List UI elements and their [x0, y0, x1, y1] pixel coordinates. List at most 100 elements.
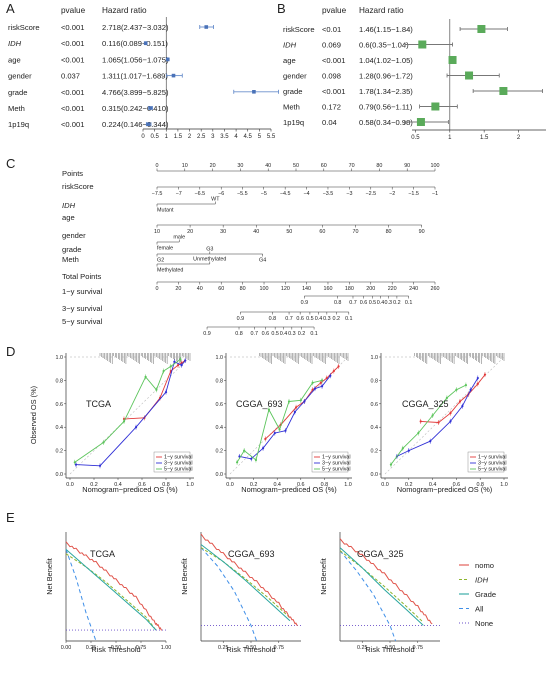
- pvalue-header: pvalue: [322, 6, 347, 15]
- nomo-tick-label-total-points-0: 0: [156, 286, 159, 292]
- nomo-level-gender-male: male: [173, 235, 185, 241]
- nomo-level-meth-methylated: Methylated: [157, 268, 183, 274]
- x-tick-label-0: 0.25: [357, 645, 368, 651]
- nomo-tick-label-points-2: 20: [210, 163, 216, 169]
- x-tick-label-7: 3.5: [220, 134, 229, 140]
- nomo-tick-label-3-y-survival-4: 0.5: [306, 316, 314, 322]
- y-tick-label-1: 0.2: [371, 449, 379, 455]
- x-tick-label-2: 0.4: [429, 482, 437, 488]
- nomo-tick-label-total-points-7: 140: [302, 286, 311, 292]
- curve-nomo: [200, 533, 298, 626]
- hr-point-age: [165, 57, 170, 62]
- x-tick-label-11: 5.5: [267, 134, 276, 140]
- nomo-tick-label-points-5: 50: [293, 163, 299, 169]
- x-tick-label-3: 0.75: [136, 645, 147, 651]
- x-tick-label-0: 0.0: [226, 482, 234, 488]
- nomo-tick-label-riskscore-0: −7.5: [152, 191, 163, 197]
- pvalue-idh: 0.069: [322, 41, 341, 50]
- nomo-label-idh: IDH: [62, 201, 76, 210]
- nomo-label-total-points: Total Points: [62, 272, 101, 281]
- y-tick-label-2: 0.4: [56, 425, 64, 431]
- row-label-meth: Meth: [8, 104, 25, 113]
- x-tick-label-0: 0.5: [411, 135, 420, 141]
- nomo-tick-label-riskscore-2: −6.5: [194, 191, 205, 197]
- pvalue-grade: <0.001: [322, 87, 345, 96]
- nomo-tick-label-1-y-survival-5: 0.4: [377, 300, 385, 306]
- x-tick-label-1: 0.50: [246, 645, 257, 651]
- nomo-tick-label-points-3: 30: [237, 163, 243, 169]
- legend-label-3-y-survival: 3−y survival: [478, 461, 507, 467]
- x-tick-label-0: 0.25: [218, 645, 229, 651]
- nomo-tick-label-3-y-survival-6: 0.3: [323, 316, 331, 322]
- nomo-tick-label-1-y-survival-7: 0.2: [393, 300, 401, 306]
- x-axis-label: Nomogram−prediced OS (%): [82, 485, 178, 494]
- hr-text-grade: 4.766(3.899−5.825): [102, 88, 169, 97]
- nomo-tick-label-total-points-12: 240: [409, 286, 418, 292]
- curve-idh: [339, 550, 424, 623]
- forest-plot-b: pvalue Hazard ratio riskScore <0.01 1.46(1.1…: [283, 6, 546, 141]
- hr-point-meth: [148, 106, 153, 110]
- x-tick-label-5: 1.0: [186, 482, 194, 488]
- nomo-label-points: Points: [62, 169, 83, 178]
- panel-letter-b: B: [277, 1, 286, 16]
- curve-grade: [339, 547, 424, 626]
- x-axis-label: Nomogram−prediced OS (%): [241, 485, 337, 494]
- x-tick-label-5: 1.0: [344, 482, 352, 488]
- decision-title: CGGA_693: [228, 549, 275, 559]
- legend-label-3-y-survival: 3−y survival: [164, 461, 193, 467]
- nomo-tick-label-age-3: 40: [253, 229, 259, 235]
- legend-label-all: All: [475, 605, 484, 614]
- row-label-riskscore: riskScore: [283, 25, 315, 34]
- y-tick-label-4: 0.8: [216, 378, 224, 384]
- hr-point-grade: [499, 87, 508, 95]
- y-tick-label-4: 0.8: [56, 378, 64, 384]
- x-tick-label-2: 0.4: [273, 482, 281, 488]
- panel-letter-d: D: [6, 344, 15, 359]
- legend-label-5-y-survival: 5−y survival: [322, 467, 351, 473]
- pvalue-grade: <0.001: [61, 88, 84, 97]
- x-tick-label-3: 0.6: [138, 482, 146, 488]
- nomo-tick-label-3-y-survival-3: 0.6: [296, 316, 304, 322]
- curve-nomo: [339, 538, 433, 625]
- calibration-title: CGGA_325: [402, 399, 449, 409]
- x-tick-label-1: 0.5: [150, 134, 159, 140]
- nomo-label-3-y-survival: 3−y survival: [62, 304, 103, 313]
- nomo-tick-label-1-y-survival-0: 0.9: [301, 300, 309, 306]
- y-tick-label-0: 0.0: [216, 472, 224, 478]
- y-tick-label-0: 0.0: [371, 472, 379, 478]
- nomo-tick-label-riskscore-4: −5.5: [237, 191, 248, 197]
- y-tick-label-0: 0.0: [56, 472, 64, 478]
- nomo-label-5-y-survival: 5−y survival: [62, 317, 103, 326]
- nomo-tick-label-3-y-survival-0: 0.9: [237, 316, 245, 322]
- nomo-tick-label-points-6: 60: [321, 163, 327, 169]
- nomo-tick-label-age-8: 90: [419, 229, 425, 235]
- pvalue-age: <0.001: [61, 55, 84, 64]
- calibration-line-5-y-survival: [74, 358, 181, 463]
- x-axis-label: Risk Threshold: [91, 645, 140, 654]
- calibration-plot-tcga: 0.00.0 0.2 0.2 0.4 0.4 0.6 0.6 0.8 0.8 1.0 1.0 TCGA…: [29, 353, 194, 494]
- x-tick-label-4: 0.8: [321, 482, 329, 488]
- nomo-label-age: age: [62, 213, 75, 222]
- pvalue-idh: <0.001: [61, 39, 84, 48]
- nomo-tick-label-total-points-4: 80: [240, 286, 246, 292]
- hr-point-idh: [418, 40, 427, 49]
- y-tick-label-2: 0.4: [371, 425, 379, 431]
- calibration-line-3-y-survival: [396, 377, 479, 457]
- nomo-tick-label-total-points-9: 180: [345, 286, 354, 292]
- nomo-tick-label-total-points-1: 20: [175, 286, 181, 292]
- x-tick-label-2: 0.50: [111, 645, 122, 651]
- nomo-tick-label-points-9: 90: [404, 163, 410, 169]
- nomo-tick-label-3-y-survival-1: 0.8: [269, 316, 277, 322]
- nomo-tick-label-points-4: 40: [265, 163, 271, 169]
- pvalue-meth: 0.172: [322, 103, 341, 112]
- nomo-tick-label-5-y-survival-1: 0.8: [235, 331, 243, 337]
- hr-point-gender: [171, 73, 176, 78]
- row-label-grade: grade: [283, 87, 302, 96]
- curve-all: [339, 550, 397, 642]
- hr-text-meth: 0.79(0.56−1.11): [359, 103, 413, 112]
- panel-letter-e: E: [6, 510, 15, 525]
- legend-label-none: None: [475, 619, 493, 628]
- hr-text-meth: 0.315(0.242−0.410): [102, 104, 169, 113]
- nomo-tick-label-age-1: 20: [187, 229, 193, 235]
